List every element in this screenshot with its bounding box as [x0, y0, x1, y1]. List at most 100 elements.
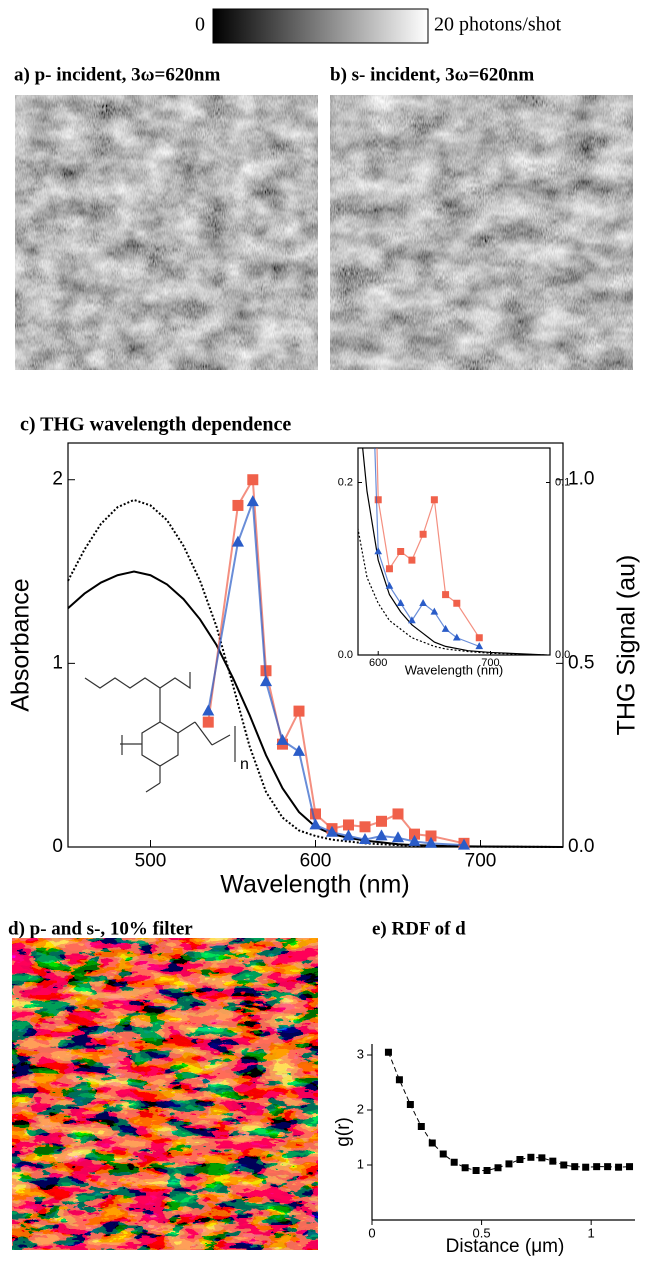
marker [374, 547, 383, 555]
marker [439, 1150, 447, 1158]
marker [409, 828, 420, 840]
y-tick-label: 0.2 [338, 476, 353, 488]
marker [582, 1163, 590, 1171]
marker [359, 821, 371, 833]
marker [202, 716, 214, 728]
marker [408, 834, 421, 846]
marker [232, 499, 244, 511]
marker [310, 808, 321, 820]
marker [549, 1157, 557, 1165]
x-axis-label: Distance (μm) [446, 1236, 565, 1257]
marker [626, 1163, 634, 1171]
colorbar-min: 0 [195, 14, 205, 36]
marker [392, 808, 404, 820]
marker [442, 591, 450, 599]
y-tick-label: 2 [52, 469, 63, 490]
marker [457, 838, 471, 850]
series-line [362, 448, 547, 655]
marker [309, 818, 322, 830]
marker [325, 825, 339, 837]
marker [505, 1160, 513, 1168]
marker [375, 829, 388, 841]
panel-label: d) p- and s-, 10% filter [8, 918, 193, 939]
marker [615, 1163, 623, 1171]
y-tick-label: 0.0 [338, 649, 353, 661]
x-tick-label: 500 [135, 850, 167, 871]
marker [571, 1163, 579, 1171]
x-tick-label: 0.5 [473, 1225, 491, 1240]
marker [430, 607, 439, 615]
marker [385, 581, 394, 589]
marker [292, 744, 306, 756]
marker [516, 1156, 524, 1163]
y2-tick-label: 0.0 [568, 836, 594, 857]
y-tick-label: 2 [357, 1101, 364, 1116]
marker [231, 535, 244, 547]
x-tick-label: 700 [481, 657, 499, 669]
image-b [330, 95, 633, 370]
y2-tick-label: 0.5 [568, 652, 594, 673]
y-axis-label: g(r) [333, 1117, 354, 1147]
marker [259, 675, 273, 687]
series-line [387, 1052, 630, 1171]
y-tick-label: 3 [357, 1046, 364, 1061]
marker [593, 1163, 601, 1171]
marker [385, 565, 393, 573]
panel-label: a) p- incident, 3ω=620nm [14, 64, 220, 85]
marker [374, 496, 382, 504]
marker [483, 1167, 491, 1174]
x-tick-label: 1 [588, 1225, 595, 1240]
x-tick-label: 600 [300, 850, 332, 871]
x-axis-label: Wavelength (nm) [220, 871, 409, 899]
image-d [12, 938, 318, 1250]
inset-x-label: Wavelength (nm) [405, 662, 504, 677]
marker [358, 833, 372, 845]
marker [391, 831, 405, 843]
panel-label: b) s- incident, 3ω=620nm [330, 64, 534, 85]
marker [376, 815, 387, 827]
x-tick-label: 600 [369, 657, 387, 669]
marker [408, 556, 416, 564]
marker [343, 819, 354, 831]
y2-tick-label: 0.0 [555, 649, 570, 661]
y2-axis-label: THG Signal (au) [613, 555, 641, 736]
repeat-unit: n [240, 756, 249, 773]
colorbar-max: 20 photons/shot [434, 14, 562, 36]
y2-tick-label: 0.1 [555, 476, 570, 488]
marker [475, 642, 484, 650]
y2-tick-label: 1.0 [568, 469, 594, 490]
x-tick-label: 0 [368, 1225, 375, 1240]
marker [428, 1139, 436, 1147]
marker [302, 65, 309, 72]
marker [441, 624, 450, 632]
marker [417, 1123, 425, 1130]
molecule [84, 672, 236, 793]
marker [527, 1153, 535, 1161]
marker [419, 599, 427, 607]
y-tick-label: 1 [52, 652, 63, 673]
x-tick-label: 700 [465, 850, 497, 871]
marker [397, 548, 405, 555]
y-axis-label: Absorbance [7, 578, 35, 711]
marker [396, 599, 405, 607]
y-tick-label: 0 [52, 836, 63, 857]
marker [406, 1101, 414, 1108]
marker [276, 733, 289, 745]
marker [408, 616, 416, 624]
marker [384, 1048, 392, 1056]
chart-title: e) RDF of d [372, 918, 466, 939]
marker [424, 836, 438, 848]
clip-group [302, 65, 547, 655]
marker [475, 634, 483, 642]
marker [452, 633, 461, 641]
marker [395, 1076, 403, 1084]
colorbar [212, 8, 429, 44]
marker [494, 1164, 502, 1172]
marker [461, 1164, 469, 1172]
marker [472, 1167, 480, 1174]
marker [430, 496, 438, 504]
plot-frame [357, 447, 551, 656]
marker [425, 830, 437, 842]
marker [604, 1163, 612, 1171]
